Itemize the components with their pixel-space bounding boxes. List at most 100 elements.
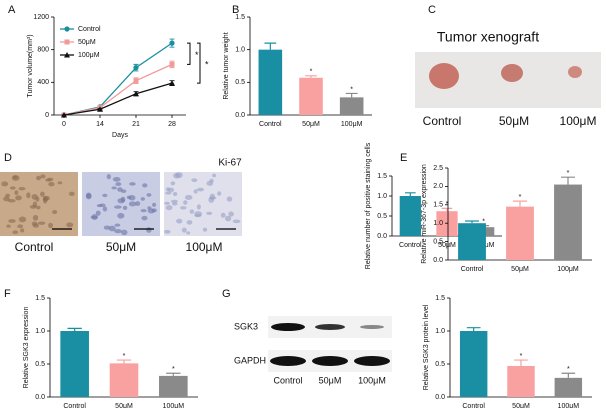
- x-tick-label: 100μM: [341, 121, 363, 128]
- cell: [126, 195, 132, 199]
- y-axis-label: Relative tumor weight: [223, 32, 230, 99]
- photo-title: Tumor xenograft: [437, 29, 539, 45]
- y-tick-label: 0.0: [235, 112, 245, 119]
- cell: [114, 228, 122, 234]
- marker: [61, 112, 67, 118]
- error-bar: [345, 92, 358, 98]
- cell: [114, 223, 121, 227]
- cell: [196, 187, 205, 192]
- cell: [232, 219, 241, 224]
- cell: [91, 214, 98, 220]
- x-tick-label: 28: [168, 121, 176, 128]
- bar: [507, 365, 535, 397]
- panel-label: E: [400, 152, 407, 164]
- cell: [173, 172, 181, 179]
- y-tick-label: 0.5: [35, 361, 45, 368]
- image-label: 50μM: [106, 240, 136, 254]
- error-bar: [513, 200, 527, 207]
- tumor: [568, 66, 582, 78]
- panel-label: C: [428, 4, 436, 16]
- annotation: *: [482, 218, 485, 225]
- cell: [142, 183, 148, 188]
- y-tick-label: 1.5: [433, 202, 443, 209]
- cell: [120, 229, 128, 236]
- y-tick-label: 0.0: [377, 233, 387, 240]
- cell: [32, 214, 39, 221]
- marker: [169, 61, 175, 67]
- cell: [193, 189, 198, 194]
- blot-row: GAPDH: [234, 355, 266, 365]
- annotation: *: [205, 60, 209, 70]
- annotation: *: [123, 353, 126, 360]
- cell: [206, 211, 213, 215]
- error-bar: [166, 372, 181, 376]
- bar: [506, 206, 534, 260]
- bracket: [187, 42, 191, 65]
- x-tick-label: Control: [462, 403, 485, 408]
- annotation: *: [350, 86, 353, 93]
- y-axis-label: Relative number of positive staining cel…: [365, 142, 372, 269]
- x-tick-label: Control: [399, 242, 422, 249]
- y-tick-label: 1.5: [435, 295, 445, 302]
- y-tick-label: 1.5: [377, 173, 387, 180]
- cell: [108, 225, 116, 232]
- marker: [133, 78, 139, 84]
- cell: [57, 181, 63, 185]
- cell: [17, 224, 24, 229]
- cell: [180, 206, 187, 210]
- y-tick-label: 1.0: [235, 47, 245, 54]
- x-tick-label: 100μM: [557, 266, 579, 273]
- error-bar: [514, 359, 528, 366]
- cell: [189, 209, 195, 214]
- cell: [106, 173, 111, 180]
- y-tick-label: 0.5: [433, 238, 443, 245]
- cell: [140, 197, 145, 201]
- bar: [109, 363, 139, 397]
- micrograph: [82, 172, 160, 236]
- cell: [42, 197, 48, 204]
- cell: [1, 181, 9, 187]
- error-bar: [305, 75, 317, 78]
- cell: [196, 204, 201, 210]
- error-bar: [561, 372, 576, 378]
- cell: [183, 200, 188, 205]
- x-tick-label: 50μM: [511, 266, 529, 273]
- bar: [258, 49, 283, 115]
- cell: [36, 175, 42, 181]
- cell: [186, 231, 191, 235]
- cell: [117, 198, 125, 204]
- series-line: [63, 82, 173, 116]
- x-tick-label: Control: [461, 266, 484, 273]
- x-tick-label: 50μM: [438, 242, 456, 249]
- cell: [3, 196, 10, 202]
- panel-label: A: [8, 4, 16, 16]
- y-axis-label: Relative SGK3 expression: [23, 307, 30, 389]
- cell: [220, 212, 226, 218]
- band: [312, 356, 348, 366]
- y-tick-label: 0.0: [35, 394, 45, 401]
- error-bar: [116, 359, 132, 364]
- cell: [181, 227, 187, 233]
- cell: [172, 191, 178, 197]
- marker: [97, 106, 103, 112]
- cell: [26, 192, 31, 199]
- cell: [117, 212, 125, 219]
- cell: [12, 175, 18, 179]
- blot-label: 100μM: [358, 375, 386, 385]
- cell: [5, 193, 11, 198]
- cell: [122, 205, 128, 210]
- cell: [184, 194, 193, 200]
- error-bar: [405, 192, 416, 196]
- y-tick-label: 1200: [33, 14, 49, 21]
- cell: [224, 215, 232, 222]
- cell: [151, 208, 157, 213]
- bracket: [197, 42, 201, 84]
- error-bar: [561, 176, 575, 185]
- cell: [171, 201, 178, 206]
- y-tick-label: 1.0: [435, 328, 445, 335]
- cell: [102, 193, 108, 198]
- y-tick-label: 1.5: [35, 295, 45, 302]
- cell: [170, 181, 176, 186]
- cell: [191, 178, 198, 183]
